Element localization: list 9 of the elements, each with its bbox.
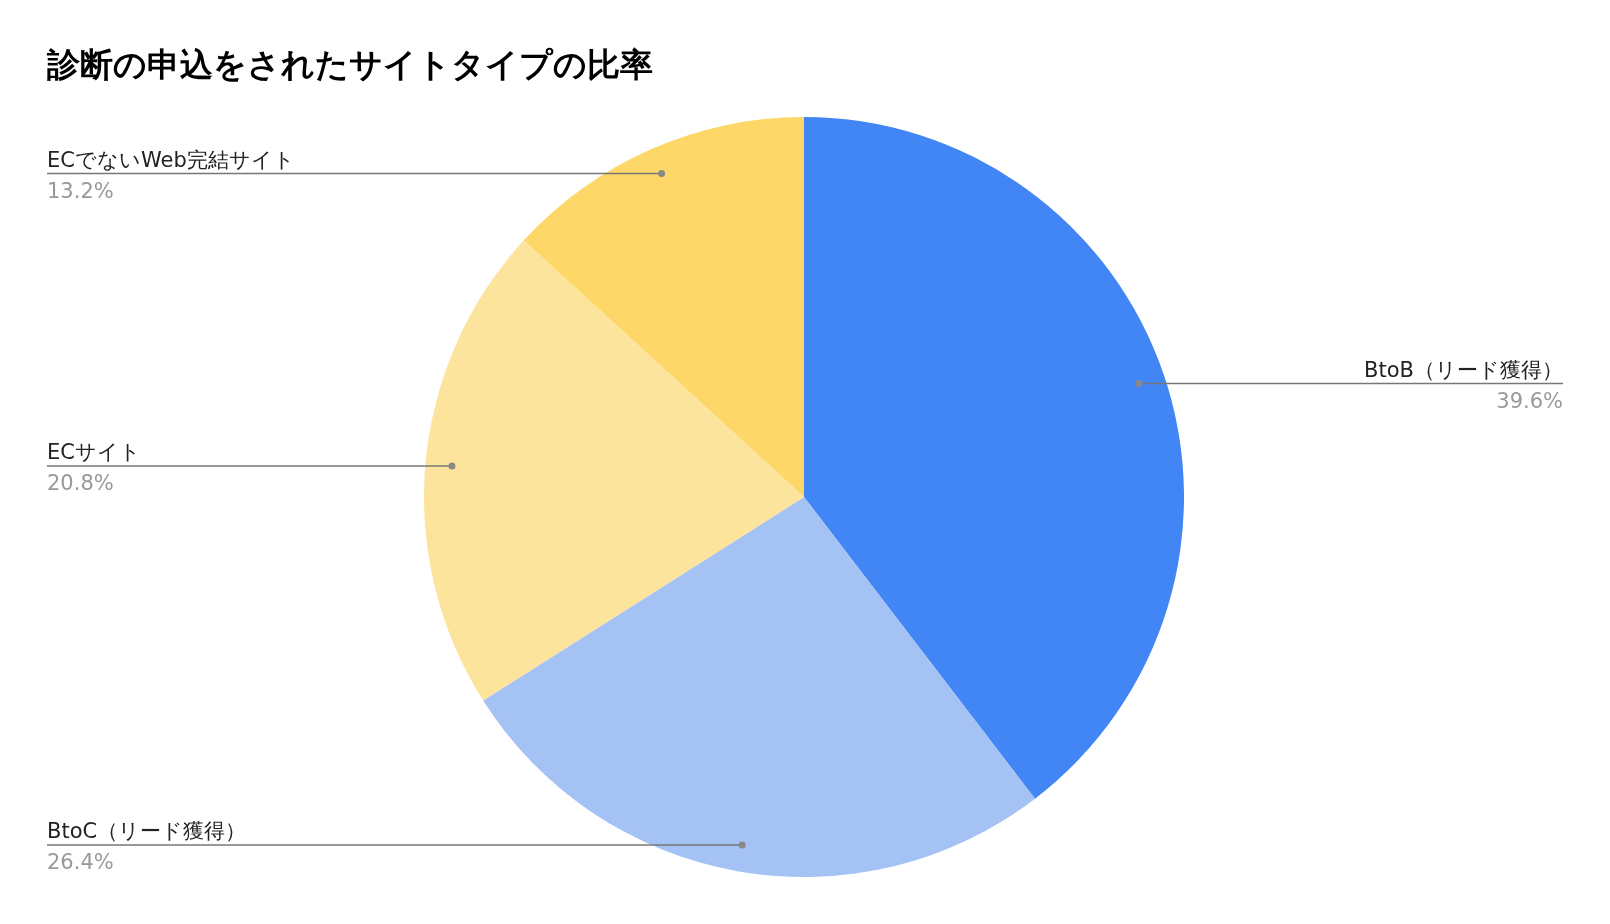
chart-title: 診断の申込をされたサイトタイプの比率 — [46, 45, 653, 84]
slice-label: ECでないWeb完結サイト — [47, 147, 295, 172]
slice-label: BtoB（リード獲得） — [1364, 357, 1563, 382]
data-label: 20.8% — [47, 470, 114, 495]
data-label: 26.4% — [47, 849, 114, 874]
slice-label: BtoC（リード獲得） — [47, 818, 247, 843]
data-label: 39.6% — [1496, 388, 1563, 413]
slice-label: ECサイト — [47, 439, 141, 464]
data-label: 13.2% — [47, 178, 114, 203]
